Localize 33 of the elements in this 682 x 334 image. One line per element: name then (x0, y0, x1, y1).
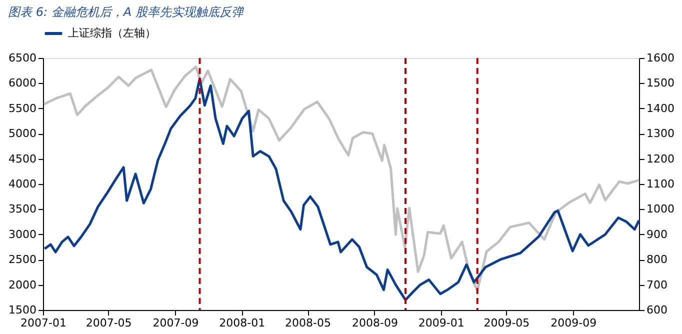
y-tick-label: 6500 (8, 52, 36, 64)
x-tick-label: 2008-09 (352, 316, 398, 330)
y2-tick-label: 1300 (646, 127, 674, 140)
x-tick-label: 2007-09 (152, 316, 199, 330)
y-tick-label: 2500 (8, 253, 36, 266)
y2-tick-label: 1500 (646, 76, 674, 90)
y2-tick-label: 900 (646, 228, 668, 241)
y-tick-label: 2000 (8, 278, 36, 292)
y-tick-label: 3500 (8, 202, 36, 216)
legend-label: 上证综指（左轴） (68, 26, 156, 40)
y-tick-label: 4000 (8, 178, 36, 190)
y2-tick-label: 600 (646, 304, 668, 316)
x-tick-label: 2007-05 (86, 316, 132, 330)
x-tick-label: 2009-09 (550, 316, 597, 330)
y2-tick-label: 1600 (646, 52, 674, 64)
x-tick-label: 2009-01 (418, 316, 464, 330)
y-tick-label: 3000 (8, 228, 36, 241)
y2-tick-label: 1100 (646, 178, 674, 190)
y2-tick-label: 1400 (646, 102, 674, 115)
x-tick-label: 2009-05 (484, 316, 530, 330)
chart-title: 图表 6: 金融危机后，A 股率先实现触底反弹 (8, 5, 244, 19)
x-tick-label: 2008-05 (285, 316, 332, 330)
y2-tick-label: 1000 (646, 202, 674, 216)
y-tick-label: 5500 (8, 102, 36, 115)
y-tick-label: 4500 (8, 152, 36, 166)
x-tick-label: 2007-01 (20, 316, 66, 330)
y2-tick-label: 700 (646, 278, 668, 292)
y-tick-label: 5000 (8, 127, 36, 140)
y2-tick-label: 1200 (646, 152, 674, 166)
x-tick-label: 2008-01 (219, 316, 266, 330)
y-tick-label: 6000 (8, 76, 36, 90)
y-tick-label: 1500 (8, 304, 36, 316)
y2-tick-label: 800 (646, 253, 668, 266)
